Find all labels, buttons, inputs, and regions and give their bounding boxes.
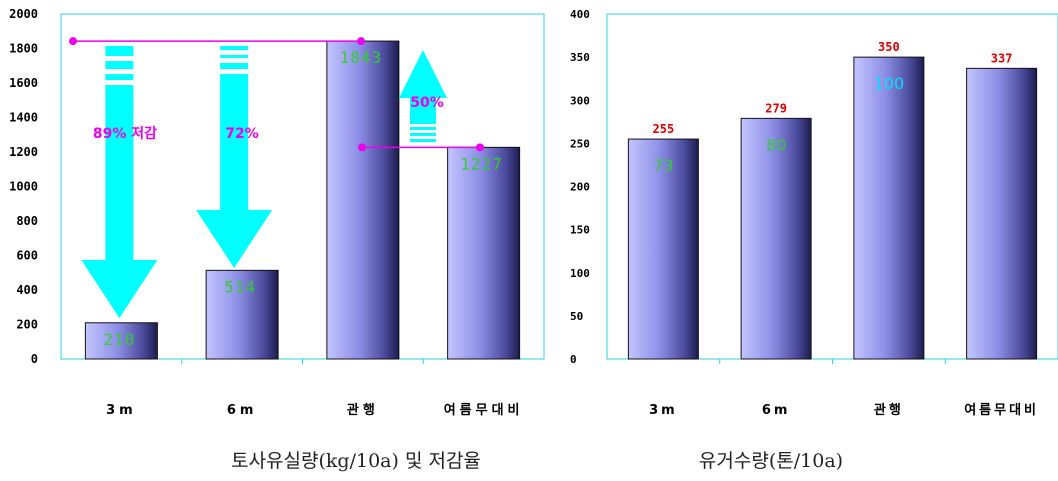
chart1-ytick: 1800 [9, 42, 38, 56]
chart1-bar-value-label: 210 [103, 330, 135, 349]
chart2-runoff: 0 50 100 150 200 250 300 350 400 3m 6m 관행 여름무대비 255 27… [570, 8, 1039, 418]
arrow-stripe-gap [410, 124, 436, 127]
chart1-category-label: 3m [106, 403, 137, 418]
chart2-category-label: 6m [762, 403, 791, 418]
chart1-ytick: 1200 [9, 145, 38, 159]
chart2-inner-index-label: 100 [874, 74, 905, 93]
chart1-caption: 토사유실량(kg/10a) 및 저감율 [231, 450, 481, 472]
reduction-arrow [81, 46, 158, 318]
chart2-caption: 유거수량(톤/10a) [699, 450, 843, 472]
chart2-bar-1 [740, 117, 812, 360]
chart2-bar-0 [627, 138, 699, 360]
chart2-ytick: 150 [570, 224, 590, 237]
chart1-ytick: 1600 [9, 76, 38, 90]
chart2-bar-value-label: 350 [878, 40, 900, 54]
chart2-ytick: 100 [570, 267, 590, 280]
chart2-ytick: 250 [570, 137, 590, 150]
chart2-category-label: 관행 [874, 402, 904, 418]
chart1-category-label: 여름무대비 [444, 402, 524, 418]
chart1-ytick: 0 [31, 352, 38, 366]
chart2-bar-value-label: 279 [765, 101, 787, 115]
chart1-bar-1 [205, 269, 279, 360]
reference-marker [357, 37, 365, 46]
chart2-bar-value-label: 255 [653, 122, 675, 136]
chart2-ytick: 350 [570, 51, 590, 64]
chart1-ytick: 1000 [9, 180, 38, 194]
chart2-bar-value-label: 337 [991, 51, 1013, 65]
reference-marker [358, 143, 366, 152]
chart2-bar-3 [966, 67, 1038, 360]
reduction-arrow [196, 46, 273, 268]
chart2-category-label: 여름무대비 [964, 402, 1039, 418]
chart1-bar-value-label: 1843 [340, 48, 383, 67]
chart1-bar-value-label: 1227 [460, 154, 503, 173]
arrow-stripe-gap [410, 136, 436, 139]
arrow-stripe-gap [220, 50, 249, 55]
arrow-stripe-gap [220, 69, 249, 74]
reference-marker [69, 37, 77, 46]
chart1-ytick: 200 [16, 318, 38, 332]
increase-arrow [399, 50, 447, 142]
chart1-ytick: 1400 [9, 111, 38, 125]
chart2-inner-index-label: 80 [766, 135, 786, 154]
arrow-stripe-gap [410, 130, 436, 133]
chart1-category-label: 관행 [347, 402, 379, 418]
reduction-annotation: 89% 저감 [93, 125, 157, 142]
reduction-annotation: 50% [410, 95, 444, 111]
arrow-stripe-gap [105, 69, 134, 74]
chart1-ytick: 600 [16, 249, 38, 263]
chart1-soil-loss: 0 200 400 600 800 1000 1200 1400 1600 1800 2000 3m 6… [9, 7, 524, 418]
chart1-bar-value-label: 514 [224, 277, 256, 296]
chart2-ytick: 400 [570, 8, 590, 21]
chart1-bar-0 [84, 322, 158, 360]
arrow-stripe-gap [105, 80, 134, 85]
chart1-bar-2 [326, 40, 400, 360]
reduction-annotation: 72% [225, 126, 259, 142]
chart2-ytick: 300 [570, 94, 590, 107]
arrow-stripe-gap [105, 56, 134, 61]
chart1-category-label: 6m [227, 403, 258, 418]
chart1-ytick: 800 [16, 214, 38, 228]
chart2-ytick: 200 [570, 181, 590, 194]
chart2-ytick: 0 [570, 353, 577, 366]
chart2-category-label: 3m [649, 403, 678, 418]
chart2-bar-2 [853, 56, 925, 360]
chart2-inner-index-label: 73 [653, 156, 673, 175]
chart1-bar-3 [447, 146, 521, 360]
chart1-ytick: 400 [16, 283, 38, 297]
chart2-ytick: 50 [570, 310, 583, 323]
chart1-ytick: 2000 [9, 7, 38, 21]
arrow-stripe-gap [220, 58, 249, 63]
reference-marker [476, 143, 484, 152]
